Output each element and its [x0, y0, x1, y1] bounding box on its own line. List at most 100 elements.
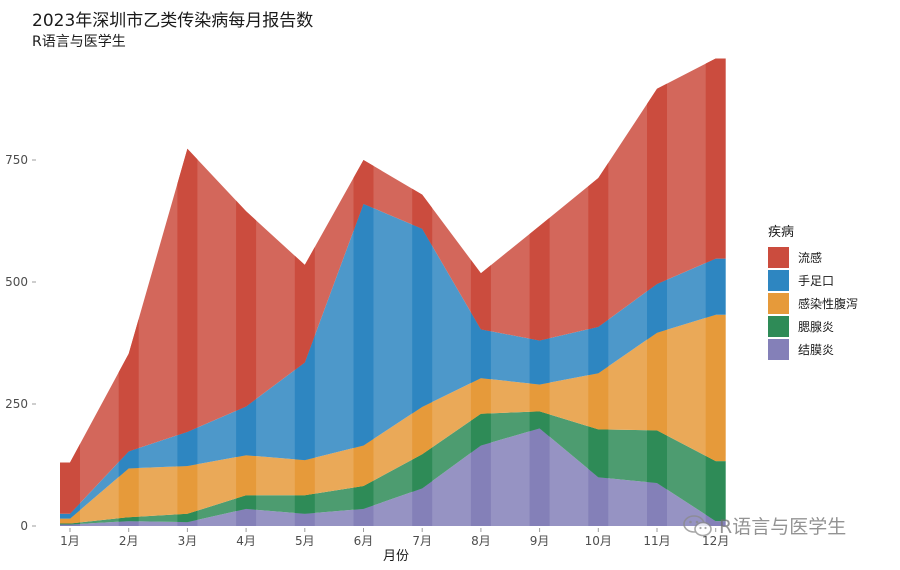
- legend-item: 腮腺炎: [768, 315, 858, 338]
- chart-subtitle: R语言与医学生: [32, 34, 126, 50]
- band-流感-11月: [647, 83, 667, 292]
- series-感染性腹泻: [60, 314, 726, 524]
- band-感染性腹泻-6月: [353, 438, 374, 488]
- legend-item: 感染性腹泻: [768, 292, 858, 315]
- band-腮腺炎-5月: [294, 493, 315, 514]
- legend-item: 流感: [768, 246, 858, 269]
- legend-label: 结膜炎: [798, 343, 835, 357]
- y-tick-label: 500: [5, 275, 28, 289]
- x-tick-label: 4月: [236, 534, 256, 548]
- band-手足口-2月: [118, 448, 139, 477]
- band-腮腺炎-10月: [588, 426, 609, 479]
- band-流感-5月: [294, 247, 315, 371]
- band-感染性腹泻-5月: [294, 457, 315, 496]
- band-流感-1月: [60, 444, 80, 514]
- x-tick-label: 6月: [354, 534, 374, 548]
- band-流感-12月: [705, 58, 726, 263]
- band-手足口-1月: [60, 503, 80, 519]
- watermark-text: R语言与医学生: [719, 516, 847, 538]
- series-手足口: [60, 203, 726, 519]
- band-感染性腹泻-3月: [177, 464, 198, 515]
- legend-item: 结膜炎: [768, 338, 858, 361]
- x-tick-label: 2月: [119, 534, 139, 548]
- legend-key: [768, 247, 789, 268]
- legend: 疾病 流感 手足口 感染性腹泻 腮腺炎 结膜炎: [768, 221, 858, 361]
- legend-key: [768, 270, 789, 291]
- legend-key: [768, 293, 789, 314]
- band-感染性腹泻-11月: [647, 329, 667, 436]
- x-tick-label: 10月: [585, 534, 612, 548]
- x-axis-title: 月份: [383, 549, 409, 564]
- area-流感: [70, 58, 716, 514]
- legend-item: 手足口: [768, 269, 858, 292]
- band-结膜炎-12月: [705, 514, 726, 526]
- series-结膜炎: [60, 428, 726, 526]
- band-结膜炎-2月: [118, 521, 139, 526]
- band-流感-6月: [353, 160, 374, 231]
- area-感染性腹泻: [70, 314, 716, 524]
- x-tick-label: 7月: [412, 534, 432, 548]
- area-手足口: [70, 203, 716, 519]
- band-结膜炎-5月: [294, 512, 315, 526]
- band-感染性腹泻-7月: [412, 402, 433, 460]
- band-手足口-4月: [236, 398, 257, 458]
- band-结膜炎-6月: [353, 505, 374, 526]
- area-腮腺炎: [70, 411, 716, 525]
- band-手足口-12月: [705, 258, 726, 318]
- band-结膜炎-11月: [647, 482, 667, 526]
- x-tick-label: 9月: [530, 534, 550, 548]
- legend-label: 流感: [798, 251, 823, 265]
- chart-title: 2023年深圳市乙类传染病每月报告数: [32, 11, 314, 31]
- series-腮腺炎: [60, 411, 726, 525]
- band-结膜炎-8月: [470, 442, 491, 526]
- band-流感-9月: [529, 217, 550, 341]
- band-感染性腹泻-12月: [705, 314, 726, 462]
- area-结膜炎: [70, 428, 716, 526]
- band-感染性腹泻-2月: [118, 468, 139, 519]
- y-tick-label: 750: [5, 153, 28, 167]
- y-axis: 0 250 500 750: [5, 153, 36, 533]
- band-手足口-9月: [529, 338, 550, 385]
- band-腮腺炎-12月: [705, 455, 726, 522]
- band-流感-4月: [236, 200, 257, 411]
- band-结膜炎-1月: [60, 523, 80, 526]
- legend-label: 感染性腹泻: [798, 297, 859, 311]
- band-手足口-10月: [588, 319, 609, 376]
- band-手足口-8月: [470, 312, 491, 384]
- band-结膜炎-10月: [588, 468, 609, 526]
- band-手足口-5月: [294, 335, 315, 461]
- x-tick-label: 11月: [643, 534, 670, 548]
- legend-items: 流感手足口感染性腹泻腮腺炎结膜炎: [768, 246, 858, 361]
- band-流感-3月: [177, 148, 198, 436]
- band-感染性腹泻-9月: [529, 382, 550, 415]
- band-感染性腹泻-4月: [236, 455, 257, 499]
- band-腮腺炎-3月: [177, 510, 198, 523]
- legend-key: [768, 339, 789, 360]
- band-手足口-6月: [353, 203, 374, 448]
- series-流感: [60, 58, 726, 514]
- band-流感-8月: [470, 259, 491, 332]
- band-流感-2月: [118, 318, 139, 462]
- x-tick-label: 3月: [178, 534, 198, 548]
- x-tick-label: 1月: [60, 534, 80, 548]
- legend-label: 手足口: [798, 274, 835, 288]
- legend-key: [768, 316, 789, 337]
- x-tick-label: 8月: [471, 534, 491, 548]
- band-腮腺炎-8月: [470, 413, 491, 453]
- band-流感-7月: [412, 188, 433, 246]
- band-腮腺炎-4月: [236, 495, 257, 512]
- band-腮腺炎-11月: [647, 430, 667, 490]
- band-结膜炎-4月: [236, 508, 257, 526]
- band-手足口-3月: [177, 427, 198, 467]
- band-腮腺炎-7月: [412, 447, 433, 492]
- band-感染性腹泻-8月: [470, 378, 491, 421]
- x-tick-label: 12月: [702, 534, 729, 548]
- wechat-icon: [683, 514, 712, 536]
- band-腮腺炎-2月: [118, 516, 139, 522]
- band-结膜炎-9月: [529, 428, 550, 526]
- x-tick-label: 5月: [295, 534, 315, 548]
- band-腮腺炎-6月: [353, 480, 374, 510]
- band-手足口-11月: [647, 279, 667, 340]
